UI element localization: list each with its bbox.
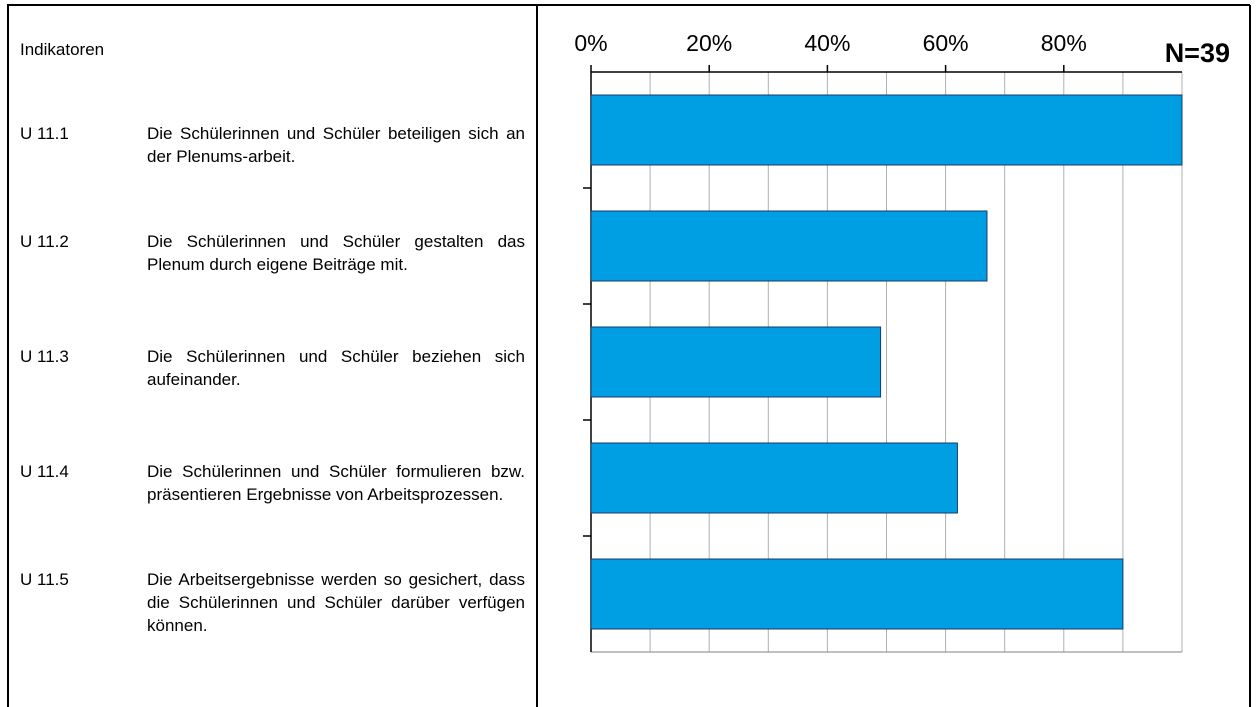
bar [590, 442, 958, 514]
category-description: Die Schülerinnen und Schüler gestalten d… [147, 232, 525, 274]
x-tick-label: 80% [1041, 30, 1087, 56]
bar [590, 94, 1183, 166]
x-tick-label: 20% [686, 30, 732, 56]
category-code: U 11.3 [20, 347, 69, 366]
category-code: U 11.5 [20, 570, 69, 589]
category-code: U 11.4 [20, 462, 69, 481]
bar [590, 558, 1124, 630]
bar [590, 210, 988, 282]
category-code: U 11.1 [20, 124, 69, 143]
category-description: Die Arbeitsergebnisse werden so gesicher… [147, 570, 525, 635]
x-tick-label: 0% [574, 30, 607, 56]
category-description: Die Schülerinnen und Schüler beziehen si… [147, 347, 525, 389]
annotation: N=39 [1165, 38, 1230, 68]
category-code: U 11.2 [20, 232, 69, 251]
category-description: Die Schülerinnen und Schüler beteiligen … [147, 124, 525, 166]
bar [590, 326, 882, 398]
x-tick-label: 60% [923, 30, 969, 56]
header: Indikatoren [20, 40, 105, 59]
x-tick-label: 40% [804, 30, 850, 56]
category-description: Die Schülerinnen und Schüler formulieren… [147, 462, 525, 504]
